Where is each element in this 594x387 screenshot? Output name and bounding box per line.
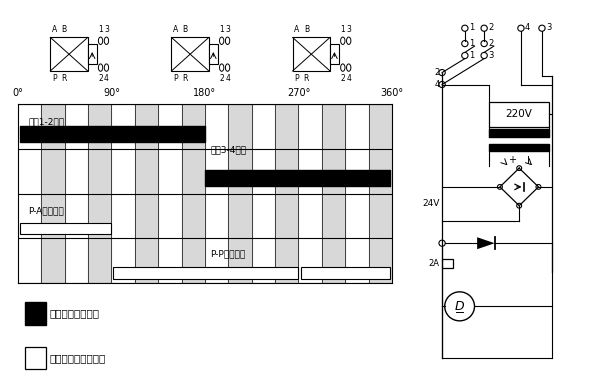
Bar <box>88 104 112 283</box>
Bar <box>275 104 298 283</box>
Text: 4: 4 <box>225 74 230 83</box>
Text: 3: 3 <box>546 23 551 32</box>
Bar <box>322 104 345 283</box>
Text: 1: 1 <box>98 25 103 34</box>
Text: 换向阀进出油口开启: 换向阀进出油口开启 <box>50 353 106 363</box>
Text: 3: 3 <box>225 25 230 34</box>
Bar <box>209 44 218 64</box>
Bar <box>50 38 88 71</box>
Text: B: B <box>62 25 67 34</box>
Text: 2: 2 <box>219 74 224 83</box>
Text: 端字3-4触点: 端字3-4触点 <box>210 146 247 154</box>
Text: R: R <box>304 74 309 83</box>
Text: P-P自由通过: P-P自由通过 <box>210 250 245 259</box>
Bar <box>26 347 46 369</box>
Text: 1: 1 <box>469 23 474 32</box>
Bar <box>26 303 46 325</box>
Text: 2: 2 <box>488 39 493 48</box>
Bar <box>442 259 453 268</box>
Text: P-A自由通过: P-A自由通过 <box>29 206 64 215</box>
Text: +: + <box>508 155 516 165</box>
Bar <box>113 267 298 279</box>
Text: 1: 1 <box>219 25 224 34</box>
Text: 1: 1 <box>469 39 474 48</box>
Text: 2A: 2A <box>428 259 440 268</box>
Text: 220V: 220V <box>505 110 533 119</box>
Text: 2: 2 <box>340 74 345 83</box>
Bar <box>172 38 209 71</box>
Text: 4: 4 <box>434 80 440 89</box>
Bar <box>489 144 549 151</box>
Text: 24V: 24V <box>422 199 440 209</box>
Bar <box>41 104 65 283</box>
Text: P: P <box>294 74 299 83</box>
Text: 2: 2 <box>98 74 103 83</box>
Bar <box>182 104 205 283</box>
Text: A: A <box>294 25 299 34</box>
Polygon shape <box>477 237 495 249</box>
Bar <box>135 104 158 283</box>
Text: A: A <box>173 25 178 34</box>
Text: P: P <box>173 74 178 83</box>
Text: 1: 1 <box>469 51 474 60</box>
Text: A: A <box>52 25 57 34</box>
Bar <box>489 101 549 127</box>
Text: D: D <box>455 300 465 313</box>
Text: 2: 2 <box>488 23 493 32</box>
Text: 4: 4 <box>104 74 109 83</box>
Text: 3: 3 <box>346 25 351 34</box>
Text: 3: 3 <box>488 51 494 60</box>
Text: 端字1-2触点: 端字1-2触点 <box>29 117 64 126</box>
Text: B: B <box>183 25 188 34</box>
Bar <box>20 223 112 235</box>
Bar <box>228 104 252 283</box>
Text: 限位开关触点闭合: 限位开关触点闭合 <box>50 308 100 319</box>
Text: 1: 1 <box>340 25 345 34</box>
Text: B: B <box>304 25 309 34</box>
Text: I: I <box>526 156 529 166</box>
Text: 4: 4 <box>346 74 351 83</box>
Bar <box>293 38 330 71</box>
Text: R: R <box>61 74 67 83</box>
Text: 2: 2 <box>434 68 440 77</box>
Text: 3: 3 <box>104 25 109 34</box>
Text: P: P <box>52 74 56 83</box>
Bar <box>330 44 339 64</box>
Bar <box>489 129 549 137</box>
Bar <box>369 104 392 283</box>
Text: 4: 4 <box>525 23 530 32</box>
Text: R: R <box>182 74 188 83</box>
Bar <box>301 267 390 279</box>
Bar <box>88 44 97 64</box>
